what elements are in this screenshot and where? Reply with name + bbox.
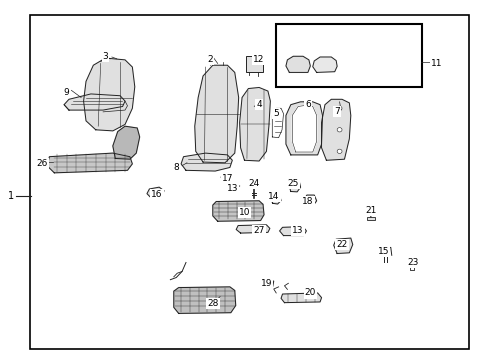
Text: 25: 25	[287, 179, 298, 188]
Text: 6: 6	[305, 100, 310, 109]
Text: 14: 14	[267, 192, 279, 201]
Bar	[245, 56, 263, 72]
Bar	[276, 24, 422, 87]
Ellipse shape	[408, 261, 413, 265]
Text: 3: 3	[102, 52, 108, 61]
Text: 28: 28	[207, 299, 218, 308]
Text: 13: 13	[226, 184, 238, 193]
Polygon shape	[321, 99, 350, 160]
Text: 22: 22	[336, 240, 347, 249]
Polygon shape	[83, 58, 135, 131]
Ellipse shape	[336, 128, 341, 132]
Text: 8: 8	[173, 163, 179, 172]
Text: 26: 26	[37, 159, 48, 168]
Polygon shape	[236, 225, 269, 233]
Polygon shape	[288, 180, 300, 192]
Text: 16: 16	[151, 190, 162, 199]
Ellipse shape	[336, 106, 341, 111]
Text: 23: 23	[406, 258, 418, 267]
Polygon shape	[333, 238, 352, 253]
Polygon shape	[212, 201, 264, 221]
Text: 1: 1	[8, 191, 15, 201]
Polygon shape	[147, 187, 163, 199]
Ellipse shape	[336, 149, 341, 153]
Polygon shape	[304, 195, 316, 206]
Polygon shape	[47, 153, 132, 173]
Polygon shape	[312, 57, 336, 72]
Polygon shape	[279, 226, 306, 235]
Polygon shape	[181, 153, 232, 171]
Polygon shape	[292, 105, 316, 152]
Text: 9: 9	[63, 87, 69, 96]
Text: 27: 27	[253, 226, 264, 235]
Polygon shape	[64, 94, 125, 110]
Polygon shape	[173, 287, 235, 314]
Text: 20: 20	[304, 288, 315, 297]
Text: 10: 10	[238, 208, 250, 217]
Polygon shape	[270, 195, 281, 204]
Polygon shape	[281, 293, 321, 303]
Polygon shape	[221, 174, 230, 181]
Ellipse shape	[407, 260, 415, 267]
Text: 4: 4	[256, 100, 262, 109]
Text: 17: 17	[221, 174, 233, 183]
Polygon shape	[113, 126, 140, 159]
Text: 18: 18	[302, 197, 313, 206]
Text: 5: 5	[273, 109, 279, 118]
Text: 2: 2	[207, 55, 213, 64]
Text: 15: 15	[377, 247, 388, 256]
Text: 21: 21	[365, 206, 376, 215]
Text: 19: 19	[260, 279, 272, 288]
Text: 13: 13	[292, 226, 303, 235]
Text: 12: 12	[253, 55, 264, 64]
Text: 7: 7	[334, 107, 339, 116]
Bar	[366, 217, 374, 220]
Polygon shape	[239, 87, 270, 161]
Polygon shape	[194, 65, 238, 163]
Text: 24: 24	[248, 179, 259, 188]
Polygon shape	[285, 102, 322, 155]
Text: 11: 11	[430, 59, 442, 68]
Polygon shape	[285, 56, 310, 72]
